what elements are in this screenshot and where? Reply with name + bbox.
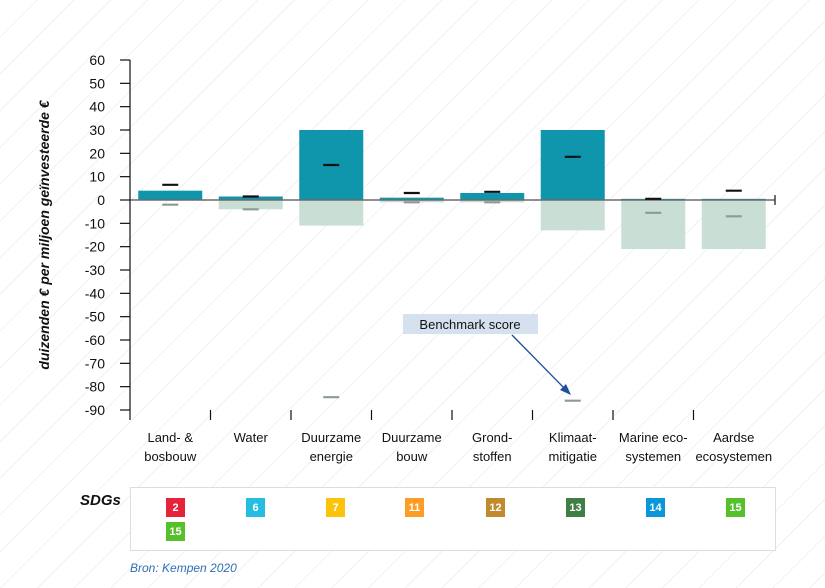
positive-bar-4 [460,193,525,200]
category-label-5: Klimaat- [549,430,597,445]
sdg-badge-11: 11 [405,498,424,517]
y-tick-label-10: -40 [85,285,105,301]
y-tick-label-9: -30 [85,262,105,278]
category-label-2: Duurzame [301,430,361,445]
y-tick-label-13: -70 [85,355,105,371]
negative-bar-4 [460,200,525,203]
y-tick-label-0: 60 [89,52,105,68]
category-label-1: Water [234,430,269,445]
category-label-0-line2: bosbouw [144,449,197,464]
sdg-badge-2: 2 [166,498,185,517]
y-tick-label-11: -50 [85,309,105,325]
positive-bar-3 [379,197,444,200]
positive-bar-0 [138,190,203,200]
category-label-3-line2: bouw [396,449,428,464]
y-tick-label-15: -90 [85,402,105,418]
y-tick-label-8: -20 [85,239,105,255]
category-label-6-line2: systemen [625,449,681,464]
category-label-7-line2: ecosystemen [695,449,772,464]
category-label-3: Duurzame [382,430,442,445]
category-label-6: Marine eco- [619,430,688,445]
sdg-badge-12: 12 [486,498,505,517]
y-tick-label-6: 0 [97,192,105,208]
negative-bar-1 [218,200,283,210]
sdg-badge-14: 14 [646,498,665,517]
sdg-label: SDGs [80,492,121,509]
category-label-2-line2: energie [310,449,353,464]
negative-bar-6 [621,200,686,249]
sdg-badge-7: 7 [326,498,345,517]
y-tick-label-4: 20 [89,145,105,161]
benchmark-annotation-arrow [511,334,568,392]
positive-bar-1 [218,196,283,200]
category-label-4: Grond- [472,430,512,445]
y-tick-label-3: 30 [89,122,105,138]
benchmark-annotation-box [403,314,538,334]
y-tick-label-7: -10 [85,215,105,231]
benchmark-annotation-arrowhead [560,384,571,395]
sdg-panel: 2 15 6 7 11 12 13 14 15 [130,487,776,551]
y-axis-label: duizenden € per miljoen geïnvesteerde € [36,99,52,369]
y-tick-label-12: -60 [85,332,105,348]
y-tick-label-14: -80 [85,379,105,395]
category-label-7: Aardse [713,430,754,445]
negative-bar-2 [299,200,364,226]
category-label-0: Land- & [147,430,193,445]
y-tick-label-1: 50 [89,75,105,91]
positive-bar-5 [540,130,605,200]
source-note: Bron: Kempen 2020 [130,561,237,575]
sdg-badge-15-land: 15 [166,522,185,541]
sdg-badge-13: 13 [566,498,585,517]
y-tick-label-5: 10 [89,169,105,185]
category-label-4-line2: stoffen [473,449,512,464]
y-tick-label-2: 40 [89,99,105,115]
negative-bar-7 [701,200,766,249]
negative-bar-5 [540,200,605,231]
sdg-badge-15-ecosystems: 15 [726,498,745,517]
impact-chart: duizenden € per miljoen geïnvesteerde € 6… [36,52,776,464]
benchmark-annotation-text: Benchmark score [419,317,520,332]
negative-bar-3 [379,200,444,203]
category-label-5-line2: mitigatie [549,449,597,464]
sdg-badge-6: 6 [246,498,265,517]
